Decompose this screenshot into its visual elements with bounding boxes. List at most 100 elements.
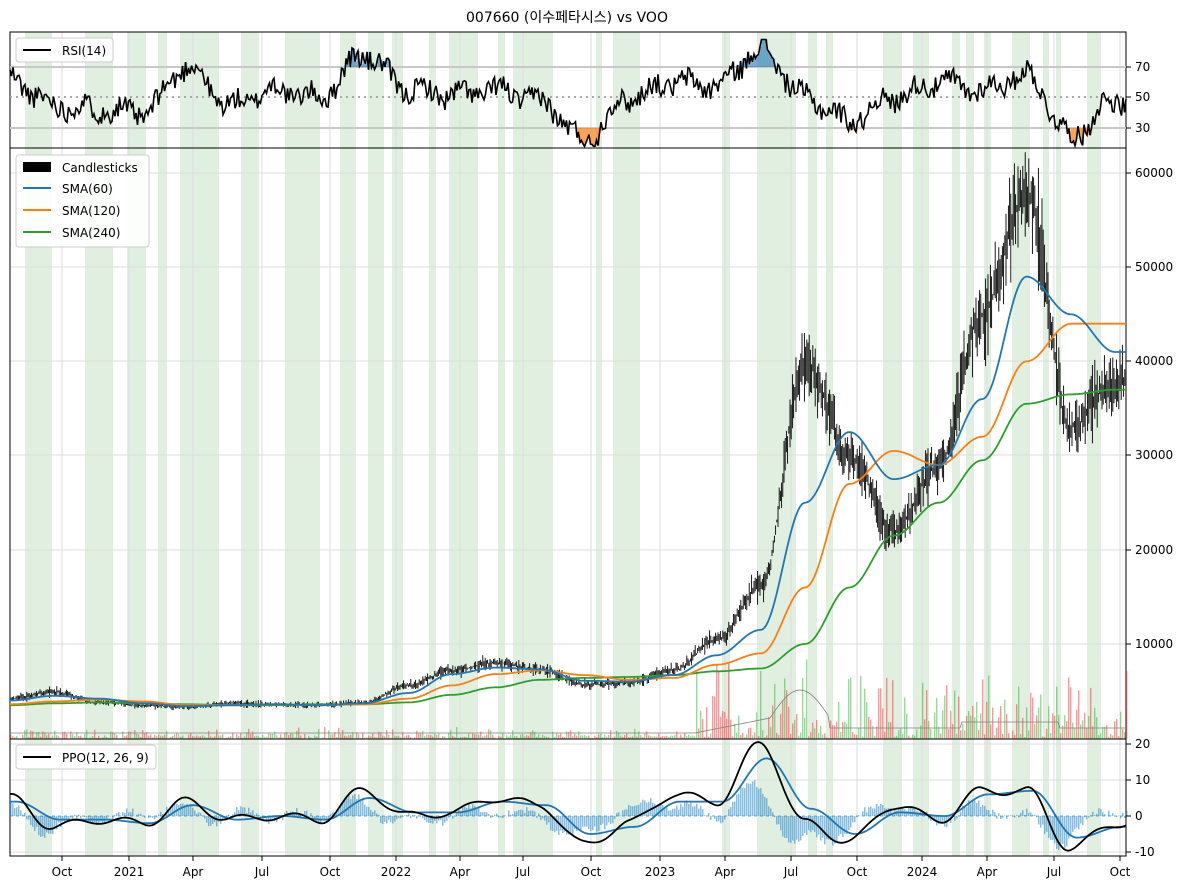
volume-bar [176,733,178,739]
ppo-hist-bar [470,808,472,816]
ppo-hist-bar [772,812,774,816]
volume-bar [1008,733,1010,739]
volume-bar [648,735,650,739]
ppo-hist-bar [286,810,288,816]
x-tick-label: Jul [1046,865,1061,879]
ppo-legend: PPO(12, 26, 9) [15,744,157,770]
volume-bar [624,735,626,739]
ppo-hist-bar [74,814,76,816]
ppo-hist-bar [664,806,666,816]
volume-bar [450,729,452,739]
ppo-hist-bar [960,811,962,816]
volume-bar [622,736,624,739]
ppo-hist-bar [358,794,360,816]
volume-bar [264,737,266,739]
ppo-hist-bar [614,816,616,819]
ppo-hist-bar [1058,816,1060,850]
ppo-hist-bar [1054,816,1056,844]
ppo-ytick-20: 20 [1135,737,1150,751]
volume-bar [174,734,176,739]
volume-bar [628,737,630,739]
volume-bar [62,732,64,739]
ppo-hist-bar [622,810,624,816]
ppo-hist-bar [380,816,382,824]
ppo-hist-bar [1010,815,1012,816]
ppo-hist-bar [400,816,402,819]
volume-bar [1024,737,1026,739]
ppo-hist-bar [542,816,544,819]
x-tick-label: 2023 [645,865,676,879]
ppo-hist-bar [208,816,210,827]
volume-bar [998,717,1000,739]
volume-bar [832,725,834,739]
volume-bar [952,724,954,739]
volume-bar [254,736,256,739]
volume-bar [488,729,490,739]
ppo-hist-bar [1038,816,1040,825]
volume-bar [1072,722,1074,739]
volume-bar [660,736,662,739]
volume-bar [64,731,66,739]
ppo-hist-bar [856,816,858,818]
volume-bar [116,735,118,739]
volume-bar [206,737,208,739]
shade-band [285,739,320,856]
volume-bar [1076,709,1078,739]
volume-bar [28,736,30,739]
ppo-hist-bar [740,786,742,816]
ppo-hist-bar [810,816,812,833]
ppo-hist-bar [288,814,290,816]
volume-bar [230,736,232,739]
volume-bar [194,736,196,739]
volume-bar [776,732,778,739]
volume-bar [520,734,522,739]
volume-bar [946,685,948,739]
volume-bar [272,733,274,739]
volume-bar [140,736,142,739]
ppo-hist-bar [968,800,970,816]
ppo-hist-bar [640,802,642,816]
shade-band [826,739,833,856]
volume-bar [472,733,474,739]
ppo-hist-bar [996,816,998,819]
volume-bar [740,735,742,739]
shade-band [429,32,436,148]
ppo-hist-bar [510,814,512,816]
ppo-hist-bar [530,810,532,816]
shade-band [392,148,403,739]
price-ytick-60000: 60000 [1135,166,1173,180]
rsi-overbought-fill [769,51,771,67]
volume-bar [944,695,946,739]
legend-sma60: SMA(60) [62,182,113,196]
volume-bar [826,737,828,739]
volume-bar [78,735,80,739]
x-axis: Oct 2021 Apr Jul Oct 2022 Apr Jul Oct 2023 Apr Jul O… [52,856,1131,879]
volume-bar [1004,699,1006,739]
ppo-hist-bar [244,807,246,816]
rsi-oversold-fill [583,128,585,144]
volume-bar [1114,721,1116,739]
volume-bar [594,735,596,739]
ppo-hist-bar [698,808,700,816]
volume-bar [1002,733,1004,739]
volume-bar [368,735,370,739]
volume-bar [418,732,420,739]
shade-band [1012,32,1030,148]
volume-bar [386,729,388,739]
volume-bar [796,713,798,739]
shade-band [1012,739,1030,856]
ppo-hist-bar [658,805,660,816]
ppo-hist-bar [424,816,426,821]
ppo-hist-bar [190,804,192,816]
volume-bar [548,737,550,739]
volume-bar [734,723,736,739]
ppo-hist-bar [790,816,792,843]
ppo-hist-bar [690,800,692,816]
ppo-hist-bar [754,780,756,816]
volume-bar [650,735,652,739]
rsi-oversold-fill [589,128,591,135]
volume-bar [152,737,154,739]
shade-band [808,148,817,739]
ppo-hist-bar [552,816,554,831]
ppo-hist-bar [806,816,808,835]
